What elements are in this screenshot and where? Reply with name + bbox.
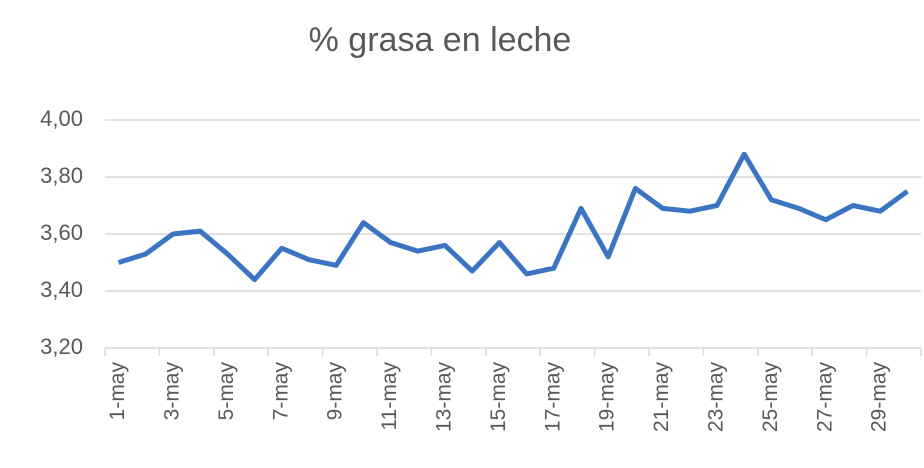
x-tick-label: 1-may [106, 362, 129, 421]
x-tick-label: 27-may [813, 362, 836, 433]
x-tick-label: 23-may [705, 362, 728, 433]
y-tick-label: 3,80 [40, 163, 83, 188]
chart-title: % grasa en leche [309, 21, 572, 59]
x-tick-label: 19-may [596, 362, 619, 433]
x-tick-label: 21-may [650, 362, 673, 433]
x-tick-label: 11-may [378, 362, 401, 431]
x-tick-label: 7-may [269, 362, 292, 421]
x-tick-label: 3-may [161, 362, 184, 421]
x-tick-label: 25-may [759, 362, 782, 433]
x-tick-label: 29-may [868, 362, 891, 433]
x-tick-label: 17-may [541, 362, 564, 433]
data-line [117, 151, 909, 283]
x-tick-label: 9-may [324, 362, 347, 421]
y-tick-label: 3,40 [40, 277, 83, 302]
x-tick-label: 5-may [215, 362, 238, 421]
y-tick-label: 3,20 [40, 334, 83, 359]
x-tick-label: 13-may [433, 362, 456, 433]
x-tick-label: 15-may [487, 362, 510, 433]
y-tick-label: 4,00 [40, 106, 83, 131]
y-tick-label: 3,60 [40, 220, 83, 245]
